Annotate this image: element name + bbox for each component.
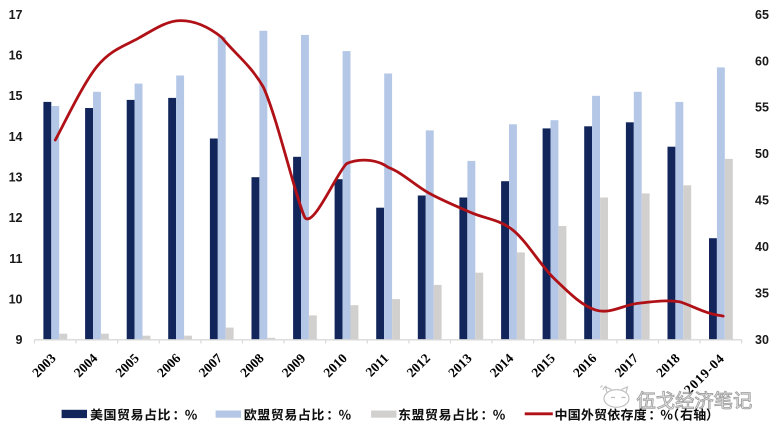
svg-text:30: 30 [755,333,769,347]
svg-text:9: 9 [16,333,23,347]
svg-text:35: 35 [755,287,769,301]
svg-text:10: 10 [9,292,23,306]
svg-text:60: 60 [755,54,769,68]
svg-text:17: 17 [9,8,23,22]
svg-text:40: 40 [755,240,769,254]
svg-text:45: 45 [755,194,769,208]
svg-text:55: 55 [755,101,769,115]
svg-text:50: 50 [755,147,769,161]
svg-text:11: 11 [9,252,22,266]
svg-text:14: 14 [9,130,23,144]
svg-text:16: 16 [9,49,23,63]
svg-text:12: 12 [9,211,23,225]
svg-text:13: 13 [9,171,23,185]
svg-text:15: 15 [9,89,23,103]
svg-text:65: 65 [755,8,769,22]
